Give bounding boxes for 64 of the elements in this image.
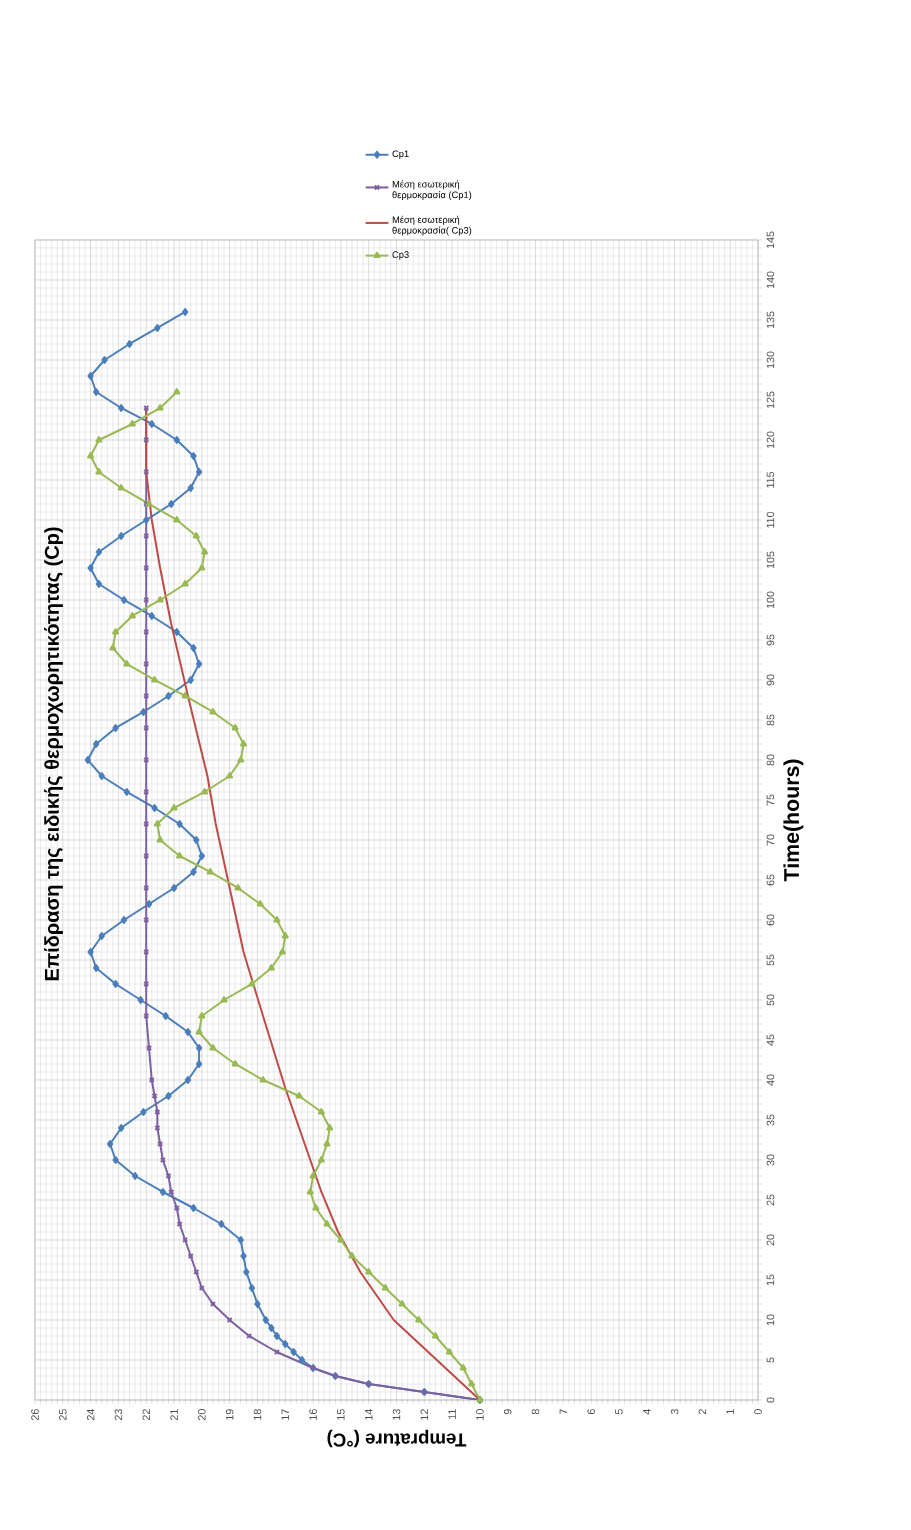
y-tick-label: 5 (766, 1357, 775, 1363)
x-tick-label: 24 (86, 1409, 95, 1421)
y-tick-label: 0 (766, 1397, 775, 1403)
y-tick-label: 110 (766, 511, 775, 528)
x-tick-label: 19 (225, 1409, 234, 1420)
x-tick-label: 26 (31, 1409, 39, 1421)
y-tick-label: 90 (766, 674, 775, 686)
y-tick-label: 20 (766, 1234, 775, 1246)
y-tick-label: 70 (766, 834, 775, 846)
y-tick-label: 10 (766, 1314, 775, 1326)
y-tick-label: 50 (766, 994, 775, 1006)
x-tick-label: 16 (309, 1409, 317, 1420)
y-tick-label: 95 (766, 634, 775, 646)
y-tick-label: 140 (766, 271, 775, 289)
legend-label: Μέση εσωτερική θερμοκρασία (Cp1) (392, 180, 472, 201)
x-tick-label: 9 (503, 1409, 512, 1415)
y-tick-label: 85 (766, 714, 775, 726)
y-tick-label: 55 (766, 954, 775, 966)
y-tick-label: 105 (766, 551, 775, 569)
x-tick-label: 4 (643, 1409, 651, 1415)
x-tick-label: 11 (448, 1409, 456, 1419)
x-tick-label: 17 (281, 1409, 289, 1420)
y-tick-label: 115 (766, 471, 775, 488)
legend-label: Cp1 (392, 150, 409, 159)
y-tick-label: 45 (766, 1034, 775, 1046)
x-tick-label: 5 (615, 1409, 623, 1415)
y-axis-title: Time(hours) (783, 759, 804, 882)
x-tick-label: 23 (114, 1409, 123, 1421)
y-tick-label: 30 (766, 1154, 775, 1166)
y-tick-label: 40 (766, 1074, 775, 1086)
x-tick-label: 7 (559, 1409, 568, 1415)
y-tick-label: 100 (766, 591, 775, 609)
x-tick-label: 0 (754, 1409, 762, 1415)
x-tick-label: 3 (670, 1409, 679, 1415)
x-tick-label: 12 (420, 1409, 429, 1420)
x-tick-label: 14 (365, 1409, 373, 1420)
y-tick-label: 75 (766, 794, 775, 806)
x-tick-label: 2 (698, 1409, 707, 1415)
y-tick-label: 125 (766, 391, 775, 409)
y-tick-label: 35 (766, 1114, 775, 1126)
legend-label: Μέση εσωτερική θερμοκρασία( Cp3) (392, 215, 472, 236)
x-tick-label: 8 (531, 1409, 540, 1415)
y-tick-label: 145 (766, 231, 775, 249)
x-tick-label: 13 (392, 1409, 401, 1420)
x-tick-label: 18 (253, 1409, 262, 1420)
x-tick-label: 15 (337, 1409, 345, 1420)
y-tick-label: 25 (766, 1194, 775, 1206)
x-tick-label: 1 (726, 1409, 734, 1414)
text: Επίδραση της ειδικής θερμοχωρητικότητας (Cp) (44, 527, 63, 981)
y-tick-label: 135 (766, 311, 775, 329)
y-tick-label: 65 (766, 874, 775, 886)
x-axis-title: Temprature (°C) (327, 1429, 467, 1448)
y-tick-label: 130 (766, 351, 775, 369)
y-tick-label: 80 (766, 754, 775, 766)
y-tick-label: 120 (766, 431, 775, 449)
y-tick-label: 15 (766, 1274, 775, 1286)
x-tick-label: 10 (476, 1409, 484, 1420)
x-tick-label: 22 (142, 1409, 150, 1421)
y-tick-label: 60 (766, 914, 775, 926)
legend-label: Cp3 (392, 251, 409, 260)
x-tick-label: 6 (587, 1409, 595, 1415)
x-tick-label: 20 (198, 1409, 206, 1421)
x-tick-label: 21 (170, 1409, 178, 1421)
x-tick-label: 25 (59, 1409, 67, 1421)
